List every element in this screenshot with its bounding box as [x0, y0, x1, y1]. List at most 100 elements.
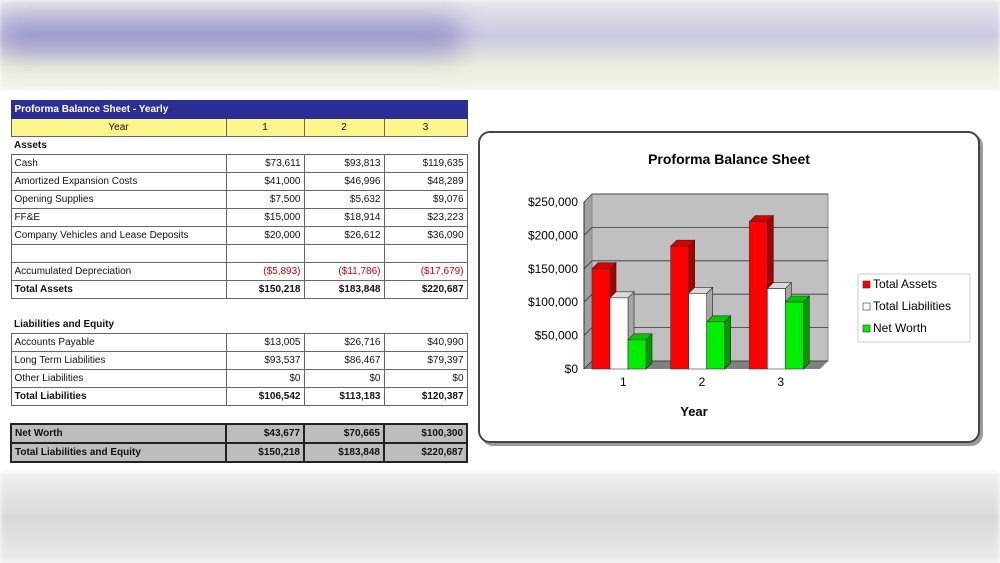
- legend-swatch: [862, 324, 871, 333]
- row-label: Other Liabilities: [10, 369, 227, 388]
- cell-value: $86,467: [303, 351, 385, 370]
- year-3-header: 3: [383, 118, 468, 137]
- cell-value: $183,848: [303, 280, 385, 299]
- cell-value: $0: [303, 369, 385, 388]
- table-row: Opening Supplies $7,500 $5,632 $9,076: [10, 190, 468, 209]
- row-label: Opening Supplies: [10, 190, 227, 209]
- cell-value: $13,005: [225, 333, 305, 352]
- cell-value: ($5,893): [225, 262, 305, 281]
- table-row: Accounts Payable $13,005 $26,716 $40,990: [10, 333, 468, 352]
- row-label: Total Liabilities: [10, 387, 227, 406]
- cell-value: $120,387: [383, 387, 468, 406]
- x-tick-label: 1: [620, 375, 627, 389]
- y-tick-label: $100,000: [528, 295, 578, 309]
- cell-value: $36,090: [383, 226, 468, 245]
- cell-value: $150,218: [225, 280, 305, 299]
- chart-title: Proforma Balance Sheet: [648, 151, 810, 167]
- row-label: Company Vehicles and Lease Deposits: [10, 226, 227, 245]
- row-label: Amortized Expansion Costs: [10, 172, 227, 191]
- net-worth-row: Net Worth $43,677 $70,665 $100,300: [10, 423, 469, 444]
- row-label: FF&E: [10, 208, 227, 227]
- cell-value: $43,677: [225, 423, 305, 444]
- cell-value: $48,289: [383, 172, 468, 191]
- table-row: FF&E $15,000 $18,914 $23,223: [10, 208, 468, 227]
- bar-total-liabilities-year-2: [688, 293, 707, 370]
- bar-net-worth-year-3: [785, 301, 804, 370]
- table-row: Cash $73,611 $93,813 $119,635: [10, 154, 468, 173]
- y-tick-label: $0: [565, 362, 579, 376]
- bar-total-assets-year-3: [749, 221, 768, 370]
- total-assets-row: Total Assets $150,218 $183,848 $220,687: [10, 280, 468, 299]
- cell-value: $93,813: [303, 154, 385, 173]
- cell-value: $20,000: [225, 226, 305, 245]
- legend-label: Total Assets: [873, 277, 937, 291]
- row-label: Long Term Liabilities: [10, 351, 227, 370]
- cell-value: ($11,786): [303, 262, 385, 281]
- blurred-background-top: [0, 0, 1000, 90]
- legend: [857, 273, 971, 343]
- legend-label: Net Worth: [873, 321, 927, 335]
- x-axis-title: Year: [680, 404, 707, 419]
- bar-total-assets-year-1: [591, 268, 611, 370]
- cell-value: $7,500: [225, 190, 305, 209]
- y-tick-label: $200,000: [528, 228, 578, 242]
- legend-swatch: [862, 302, 871, 311]
- table-row: Long Term Liabilities $93,537 $86,467 $79,3…: [10, 351, 468, 370]
- cell-value: $220,687: [383, 280, 468, 299]
- row-label: Accumulated Depreciation: [10, 262, 227, 281]
- cell-value: $26,612: [303, 226, 385, 245]
- cell-value: $113,183: [303, 387, 385, 406]
- cell-value: $26,716: [303, 333, 385, 352]
- row-label: Total Liabilities and Equity: [10, 442, 227, 463]
- row-label: Cash: [10, 154, 227, 173]
- x-tick-label: 2: [699, 375, 706, 389]
- chart-panel: $0 $50,000 $100,000 $150,000 $200,000 $250,00…: [478, 131, 980, 443]
- cell-value: $150,218: [225, 442, 305, 463]
- y-tick-label: $250,000: [528, 195, 578, 209]
- bar-side: [724, 315, 731, 370]
- row-label: Net Worth: [10, 423, 227, 444]
- cell-value: $79,397: [383, 351, 468, 370]
- bar-total-liabilities-year-3: [767, 288, 786, 370]
- cell-value: $106,542: [225, 387, 305, 406]
- cell-value: $23,223: [383, 208, 468, 227]
- row-label: Accounts Payable: [10, 333, 227, 352]
- cell-value: ($17,679): [383, 262, 468, 281]
- table-row: Amortized Expansion Costs $41,000 $46,996 $…: [10, 172, 468, 191]
- cell-value: $119,635: [383, 154, 468, 173]
- cell-value: $9,076: [383, 190, 468, 209]
- legend-swatch: [862, 280, 871, 289]
- cell-value: $0: [383, 369, 468, 388]
- gridline: [583, 193, 828, 203]
- cell-value: $93,537: [225, 351, 305, 370]
- legend-label: Total Liabilities: [873, 299, 951, 313]
- year-2-header: 2: [303, 118, 385, 137]
- accumulated-depreciation-row: Accumulated Depreciation ($5,893) ($11,786…: [10, 262, 468, 281]
- x-tick-label: 3: [777, 375, 784, 389]
- bar-net-worth-year-1: [627, 339, 647, 370]
- liabilities-section-label: Liabilities and Equity: [14, 319, 115, 330]
- blurred-background-bottom: [0, 472, 1000, 563]
- cell-value: $183,848: [303, 442, 385, 463]
- bar-chart: $0 $50,000 $100,000 $150,000 $200,000 $250,00…: [528, 151, 971, 419]
- balance-sheet-table: Proforma Balance Sheet - Yearly Year 1 2…: [10, 100, 469, 463]
- cell-value: $73,611: [225, 154, 305, 173]
- row-label: Total Assets: [10, 280, 227, 299]
- total-liabilities-row: Total Liabilities $106,542 $113,183 $120,38…: [10, 387, 468, 406]
- table-title: Proforma Balance Sheet - Yearly: [10, 100, 468, 119]
- cell-value: $70,665: [303, 423, 385, 444]
- bar-net-worth-year-2: [706, 321, 725, 370]
- bar-total-assets-year-2: [670, 245, 689, 370]
- table-row: Company Vehicles and Lease Deposits $20,0…: [10, 226, 468, 245]
- cell-value: $0: [225, 369, 305, 388]
- cell-value: $15,000: [225, 208, 305, 227]
- cell-value: $40,990: [383, 333, 468, 352]
- bar-total-liabilities-year-1: [609, 297, 629, 370]
- total-liabilities-equity-row: Total Liabilities and Equity $150,218 $183…: [10, 442, 469, 463]
- y-tick-label: $150,000: [528, 262, 578, 276]
- year-header: Year: [10, 118, 227, 137]
- cell-value: $46,996: [303, 172, 385, 191]
- bar-side: [803, 295, 810, 370]
- year-1-header: 1: [225, 118, 305, 137]
- cell-value: $41,000: [225, 172, 305, 191]
